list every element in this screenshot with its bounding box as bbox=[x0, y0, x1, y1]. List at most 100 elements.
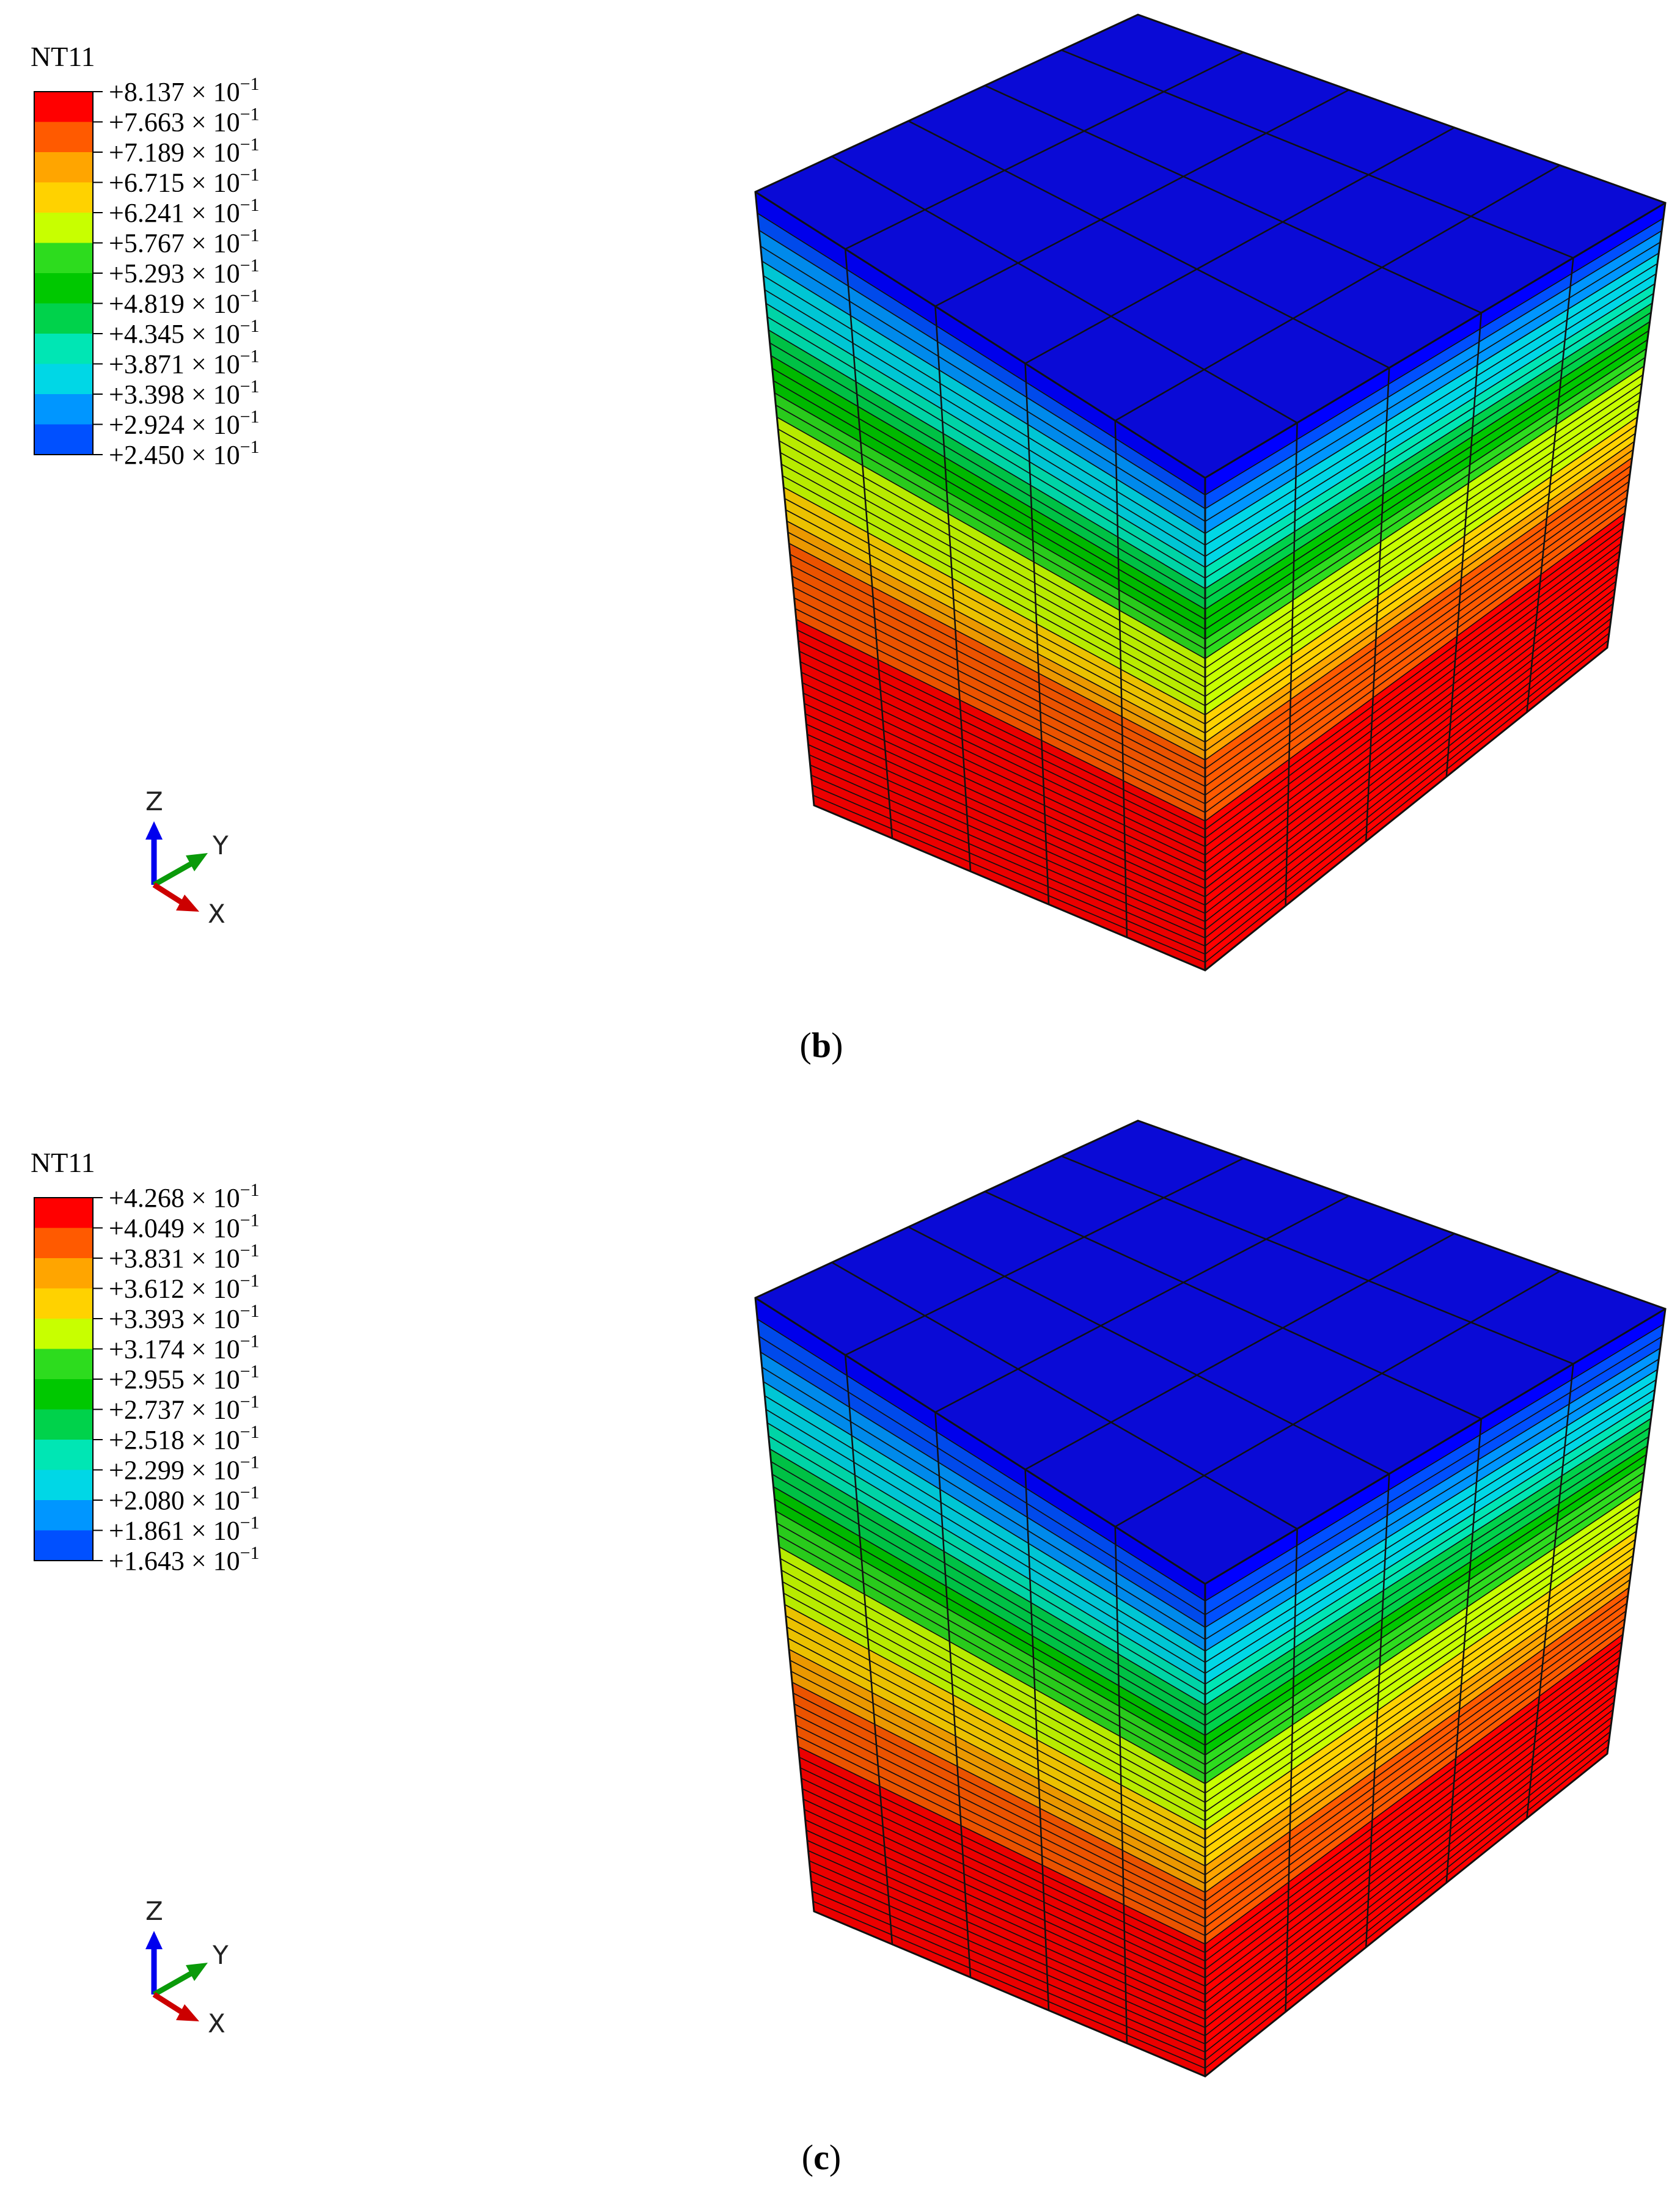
legend-label: +2.450 × 10−1 bbox=[109, 437, 260, 470]
top-mesh-line bbox=[934, 89, 1349, 307]
side-mesh-line bbox=[1114, 1526, 1128, 2044]
legend-swatch bbox=[34, 1349, 93, 1379]
legend-label: +3.612 × 10−1 bbox=[109, 1271, 260, 1304]
side-mesh-line bbox=[1526, 257, 1574, 712]
legend-swatch bbox=[34, 152, 93, 183]
side-mesh-line bbox=[1526, 1363, 1574, 1818]
axis-triad-c: Z Y X bbox=[145, 1896, 229, 2038]
legend-exponent: −1 bbox=[240, 104, 260, 125]
legend-b: +8.137 × 10−1+7.663 × 10−1+7.189 × 10−1 +… bbox=[34, 74, 260, 470]
side-mesh-line bbox=[844, 249, 893, 839]
side-mesh-line bbox=[1285, 1528, 1298, 2012]
legend-exponent: −1 bbox=[240, 1482, 260, 1503]
top-mesh-line bbox=[1024, 1232, 1455, 1470]
top-mesh-line bbox=[831, 155, 1298, 424]
top-mesh-line bbox=[985, 84, 1482, 314]
side-mesh-line bbox=[1365, 1473, 1390, 1947]
legend-exponent: −1 bbox=[240, 74, 260, 94]
legend-label: +2.299 × 10−1 bbox=[109, 1452, 260, 1485]
legend-exponent: −1 bbox=[240, 1452, 260, 1473]
legend-exponent: −1 bbox=[240, 1543, 260, 1563]
top-mesh-line bbox=[908, 120, 1390, 369]
top-mesh-line bbox=[934, 1195, 1349, 1413]
y-label: Y bbox=[212, 830, 229, 860]
y-axis-arrow bbox=[152, 862, 193, 887]
cube-c bbox=[754, 1119, 1667, 2078]
legend-exponent: −1 bbox=[240, 316, 260, 336]
side-mesh-line bbox=[1024, 363, 1050, 905]
caption-letter: c bbox=[813, 2137, 829, 2177]
legend-label: +5.767 × 10−1 bbox=[109, 225, 260, 258]
top-mesh-line bbox=[831, 1261, 1298, 1530]
legend-swatch bbox=[34, 122, 93, 152]
legend-label: +7.663 × 10−1 bbox=[109, 104, 260, 137]
legend-swatch bbox=[34, 1500, 93, 1531]
legend-swatch bbox=[34, 424, 93, 455]
top-mesh-line bbox=[1115, 1270, 1561, 1528]
legend-exponent: −1 bbox=[240, 1301, 260, 1321]
z-arrowhead bbox=[145, 1931, 163, 1949]
top-mesh-line bbox=[845, 1157, 1244, 1356]
legend-label: +3.871 × 10−1 bbox=[109, 346, 260, 379]
legend-title: NT11 bbox=[31, 41, 95, 72]
legend-exponent: −1 bbox=[240, 1392, 260, 1412]
legend-label: +3.393 × 10−1 bbox=[109, 1301, 260, 1334]
legend-label: +8.137 × 10−1 bbox=[109, 74, 260, 107]
legend-label: +4.049 × 10−1 bbox=[109, 1210, 260, 1243]
y-axis-arrow bbox=[152, 1971, 193, 1997]
legend-swatch bbox=[34, 364, 93, 394]
side-mesh-line bbox=[1024, 1469, 1050, 2011]
top-mesh-line bbox=[845, 51, 1244, 250]
y-arrowhead bbox=[186, 1963, 208, 1981]
legend-exponent: −1 bbox=[240, 286, 260, 306]
cube-right-face bbox=[1205, 1308, 1667, 2078]
cube-top-face bbox=[755, 1121, 1665, 1584]
legend-swatch bbox=[34, 334, 93, 364]
panel-c: NT11 +4.268 × 10−1+4.049 × 10−1+3.831 × … bbox=[31, 1119, 1667, 2177]
z-label: Z bbox=[145, 786, 163, 816]
x-axis-arrow bbox=[152, 1992, 183, 2014]
legend-exponent: −1 bbox=[240, 255, 260, 276]
legend-swatch bbox=[34, 1470, 93, 1500]
x-label: X bbox=[208, 2009, 226, 2038]
cube-left-face bbox=[755, 1297, 1206, 2078]
legend-swatch bbox=[34, 1258, 93, 1289]
top-mesh-line bbox=[985, 1190, 1482, 1420]
legend-exponent: −1 bbox=[240, 1331, 260, 1352]
legend-swatch bbox=[34, 1409, 93, 1440]
top-mesh-line bbox=[1061, 1155, 1574, 1365]
legend-swatch bbox=[34, 1530, 93, 1561]
x-arrowhead bbox=[176, 895, 199, 912]
legend-exponent: −1 bbox=[240, 346, 260, 367]
cube-b bbox=[754, 13, 1667, 972]
x-arrowhead bbox=[176, 2004, 199, 2021]
legend-swatch bbox=[34, 1379, 93, 1410]
legend-swatch bbox=[34, 1440, 93, 1470]
side-mesh-line bbox=[1445, 1418, 1483, 1883]
legend-swatch bbox=[34, 213, 93, 243]
legend-swatch bbox=[34, 182, 93, 213]
top-mesh-line bbox=[908, 1226, 1390, 1475]
legend-label: +4.345 × 10−1 bbox=[109, 316, 260, 349]
top-mesh-line bbox=[1061, 49, 1574, 259]
legend-label: +7.189 × 10−1 bbox=[109, 134, 260, 167]
z-arrowhead bbox=[145, 821, 163, 840]
legend-swatch bbox=[34, 92, 93, 122]
legend-swatch bbox=[34, 394, 93, 425]
legend-label: +2.955 × 10−1 bbox=[109, 1361, 260, 1394]
legend-exponent: −1 bbox=[240, 1361, 260, 1382]
legend-label: +2.518 × 10−1 bbox=[109, 1422, 260, 1455]
legend-label: +2.080 × 10−1 bbox=[109, 1482, 260, 1515]
legend-swatch bbox=[34, 1198, 93, 1228]
legend-label: +3.398 × 10−1 bbox=[109, 376, 260, 409]
legend-title: NT11 bbox=[31, 1147, 95, 1178]
side-mesh-line bbox=[1445, 312, 1483, 777]
legend-exponent: −1 bbox=[240, 1210, 260, 1231]
legend-exponent: −1 bbox=[240, 437, 260, 457]
legend-label: +6.241 × 10−1 bbox=[109, 195, 260, 228]
side-mesh-line bbox=[844, 1355, 893, 1945]
side-mesh-line bbox=[1114, 420, 1128, 938]
legend-exponent: −1 bbox=[240, 376, 260, 397]
legend-label: +3.831 × 10−1 bbox=[109, 1240, 260, 1273]
panel-b: NT11 +8.137 × 10−1+7.663 × 10−1+7.189 × … bbox=[31, 13, 1667, 1065]
